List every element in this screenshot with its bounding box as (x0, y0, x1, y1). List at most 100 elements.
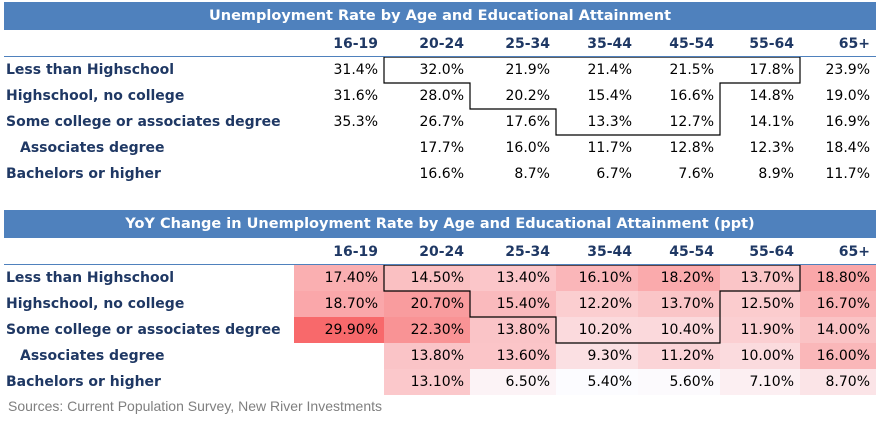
data-cell: 17.8% (749, 62, 794, 78)
table-row: Bachelors or higher 16.6% 8.7% 6.7% 7.6% 8.9%… (4, 161, 876, 187)
data-cell: 26.7% (419, 114, 464, 130)
table-row: Highschool, no college 31.6% 28.0% 20.2% 15.… (4, 83, 876, 109)
data-cell: 14.50% (384, 265, 470, 291)
data-cell: 12.8% (669, 140, 714, 156)
column-header: 45-54 (669, 36, 714, 52)
data-cell: 16.10% (556, 265, 638, 291)
data-cell: 16.6% (669, 88, 714, 104)
data-cell: 18.4% (825, 140, 870, 156)
data-cell: 29.90% (294, 317, 384, 343)
data-cell: 14.1% (749, 114, 794, 130)
data-cell: 28.0% (419, 88, 464, 104)
data-cell: 11.7% (587, 140, 632, 156)
data-cell: 12.3% (749, 140, 794, 156)
data-cell: 5.60% (638, 369, 720, 395)
data-cell: 11.20% (638, 343, 720, 369)
data-cell: 14.8% (749, 88, 794, 104)
row-label: Associates degree (20, 140, 165, 156)
data-cell: 12.50% (720, 291, 800, 317)
table-title: Unemployment Rate by Age and Educational… (4, 2, 876, 30)
data-cell: 7.6% (678, 166, 714, 182)
table-row: Less than Highschool 17.40% 14.50% 13.40% 16… (4, 265, 876, 291)
data-cell: 21.9% (505, 62, 550, 78)
data-cell: 8.9% (758, 166, 794, 182)
row-label: Highschool, no college (6, 296, 185, 312)
column-header: 20-24 (419, 36, 464, 52)
data-cell: 35.3% (333, 114, 378, 130)
column-header-row: 16-19 20-24 25-34 35-44 45-54 55-64 65+ (4, 238, 876, 265)
data-cell: 6.7% (596, 166, 632, 182)
data-cell: 16.6% (419, 166, 464, 182)
data-cell: 11.90% (720, 317, 800, 343)
data-cell: 20.70% (384, 291, 470, 317)
data-cell: 31.4% (333, 62, 378, 78)
row-label: Less than Highschool (6, 270, 175, 286)
row-label: Associates degree (20, 348, 165, 364)
data-cell (294, 161, 384, 187)
data-cell: 13.40% (470, 265, 556, 291)
row-label: Some college or associates degree (6, 114, 281, 130)
table-body: Less than Highschool 17.40% 14.50% 13.40% 16… (4, 265, 876, 397)
column-header: 20-24 (419, 244, 464, 260)
column-header: 55-64 (749, 36, 794, 52)
data-cell: 23.9% (825, 62, 870, 78)
column-header: 16-19 (333, 36, 378, 52)
table-row: Some college or associates degree 35.3% 26… (4, 109, 876, 135)
yoy-change-table: YoY Change in Unemployment Rate by Age a… (4, 210, 876, 397)
data-cell: 8.70% (800, 369, 876, 395)
column-header: 35-44 (587, 244, 632, 260)
data-cell: 13.80% (470, 317, 556, 343)
data-cell: 13.10% (384, 369, 470, 395)
data-cell: 7.10% (720, 369, 800, 395)
data-cell: 12.7% (669, 114, 714, 130)
data-cell: 13.3% (587, 114, 632, 130)
data-cell (294, 369, 384, 395)
data-cell: 21.5% (669, 62, 714, 78)
data-cell: 18.20% (638, 265, 720, 291)
data-cell: 31.6% (333, 88, 378, 104)
column-header: 45-54 (669, 244, 714, 260)
row-label: Highschool, no college (6, 88, 185, 104)
source-note: Sources: Current Population Survey, New … (8, 398, 383, 414)
column-header: 16-19 (333, 244, 378, 260)
data-cell: 15.4% (587, 88, 632, 104)
data-cell: 10.20% (556, 317, 638, 343)
data-cell: 12.20% (556, 291, 638, 317)
column-header: 55-64 (749, 244, 794, 260)
row-label: Some college or associates degree (6, 322, 281, 338)
data-cell: 17.40% (294, 265, 384, 291)
data-cell: 18.80% (800, 265, 876, 291)
data-cell: 6.50% (470, 369, 556, 395)
table-title: YoY Change in Unemployment Rate by Age a… (4, 210, 876, 238)
data-cell: 9.30% (556, 343, 638, 369)
data-cell: 32.0% (419, 62, 464, 78)
data-cell: 17.7% (419, 140, 464, 156)
data-cell: 21.4% (587, 62, 632, 78)
table-row: Bachelors or higher 13.10% 6.50% 5.40% 5.60%… (4, 369, 876, 395)
data-cell: 16.0% (505, 140, 550, 156)
column-header-row: 16-19 20-24 25-34 35-44 45-54 55-64 65+ (4, 30, 876, 57)
column-header: 65+ (838, 36, 870, 52)
column-header: 35-44 (587, 36, 632, 52)
table-row: Less than Highschool 31.4% 32.0% 21.9% 21.4%… (4, 57, 876, 83)
table-row: Associates degree 13.80% 13.60% 9.30% 11.20%… (4, 343, 876, 369)
column-header: 65+ (838, 244, 870, 260)
column-header: 25-34 (505, 36, 550, 52)
data-cell (294, 135, 384, 161)
table-body: Less than Highschool 31.4% 32.0% 21.9% 21.4%… (4, 57, 876, 189)
data-cell: 13.70% (720, 265, 800, 291)
data-cell (294, 343, 384, 369)
data-cell: 11.7% (825, 166, 870, 182)
data-cell: 20.2% (505, 88, 550, 104)
table-row: Some college or associates degree 29.90% 2… (4, 317, 876, 343)
data-cell: 10.40% (638, 317, 720, 343)
table-row: Associates degree 17.7% 16.0% 11.7% 12.8% 12.… (4, 135, 876, 161)
data-cell: 19.0% (825, 88, 870, 104)
unemployment-rate-table: Unemployment Rate by Age and Educational… (4, 2, 876, 189)
data-cell: 14.00% (800, 317, 876, 343)
row-label: Bachelors or higher (6, 374, 161, 390)
column-header: 25-34 (505, 244, 550, 260)
data-cell: 10.00% (720, 343, 800, 369)
data-cell: 16.9% (825, 114, 870, 130)
data-cell: 8.7% (514, 166, 550, 182)
